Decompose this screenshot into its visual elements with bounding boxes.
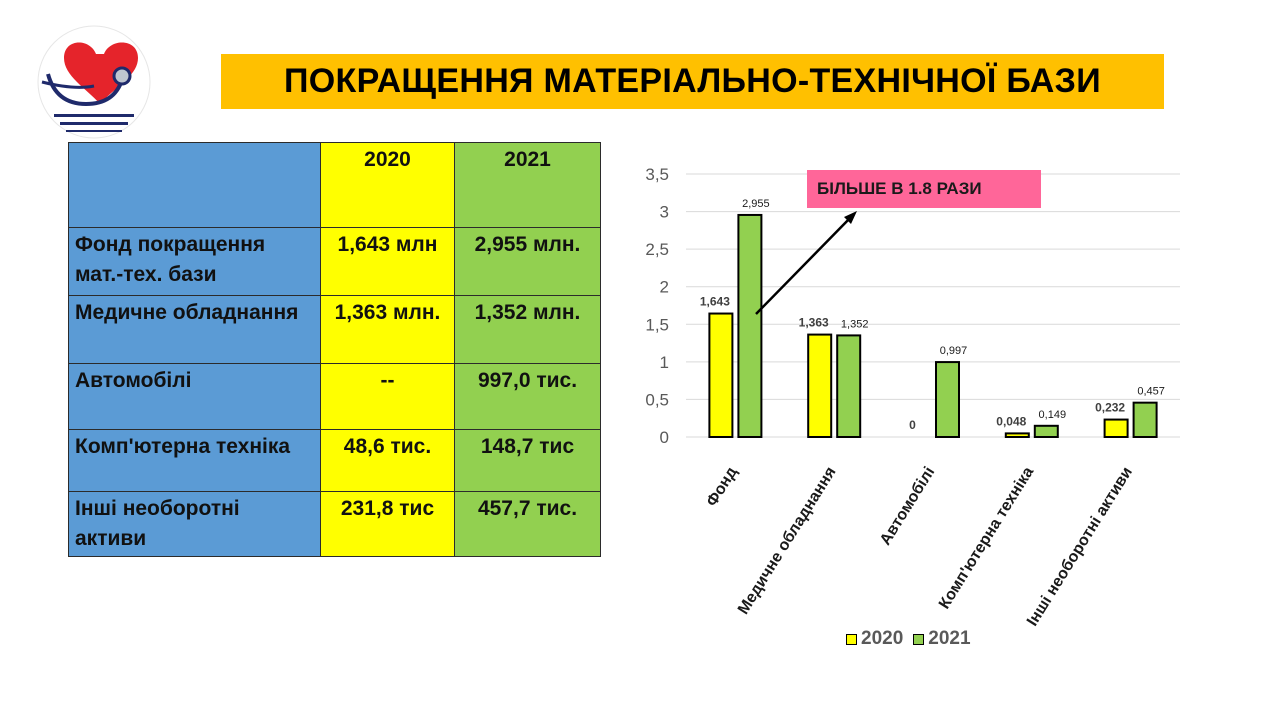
data-labels: 1,643 2,955 1,363 1,352 0 0,997 0,048 0,149 0,23…: [700, 198, 1165, 432]
data-label-2020: 1,363: [799, 316, 829, 330]
y-tick-label: 0: [660, 428, 669, 447]
row-value-2020: 231,8 тис: [320, 491, 455, 557]
x-tick-label: Інші необоротні активи: [1024, 464, 1136, 629]
y-tick-label: 2: [660, 278, 669, 297]
table-header-2020: 2020: [320, 142, 455, 228]
row-value-2020: --: [320, 363, 455, 430]
table-row: Медичне обладнання 1,363 млн. 1,352 млн.: [68, 295, 601, 364]
table-row: Комп'ютерна техніка 48,6 тис. 148,7 тис: [68, 429, 601, 492]
bar-2021: [836, 334, 862, 438]
data-label-2021: 0,457: [1137, 386, 1165, 398]
arrow-head: [844, 211, 857, 224]
legend-label-2021: 2021: [928, 628, 971, 649]
chart-legend: 2020 2021: [846, 628, 971, 650]
table-header-empty: [68, 142, 321, 228]
chart-gridlines: [686, 173, 1180, 438]
bar-2021: [1132, 401, 1158, 439]
data-label-2020: 0: [909, 418, 916, 432]
table-row: Інші необоротні активи 231,8 тис 457,7 т…: [68, 491, 601, 557]
x-tick-label: Комп'ютерна техніка: [936, 464, 1037, 612]
bar-2021: [935, 361, 960, 439]
row-label: Медичне обладнання: [68, 295, 321, 364]
arrow-line: [755, 215, 853, 315]
legend-swatch-2021: [913, 633, 925, 645]
legend-label-2020: 2020: [861, 628, 904, 649]
y-tick-label: 3: [660, 203, 669, 222]
y-tick-label: 1,5: [645, 315, 669, 334]
y-tick-label: 3,5: [645, 165, 669, 184]
table-row: Автомобілі -- 997,0 тис.: [68, 363, 601, 430]
row-value-2020: 1,363 млн.: [320, 295, 455, 364]
row-label: Автомобілі: [68, 363, 321, 430]
data-label-2020: 1,643: [700, 295, 730, 309]
clinic-logo: [37, 25, 151, 139]
data-label-2020: 0,048: [996, 414, 1026, 428]
row-value-2021: 457,7 тис.: [454, 491, 601, 557]
callout-box: БІЛЬШЕ В 1.8 РАЗИ: [807, 170, 1041, 208]
comparison-table: 2020 2021 Фонд покращення мат.-тех. бази…: [68, 142, 601, 557]
data-label-2021: 2,955: [742, 198, 770, 210]
row-value-2021: 148,7 тис: [454, 429, 601, 492]
legend-item-2020: 2020: [846, 628, 903, 650]
data-label-2021: 1,352: [841, 318, 869, 330]
x-tick-label: Фонд: [703, 464, 740, 510]
legend-swatch-2020: [846, 633, 857, 645]
data-label-2021: 0,149: [1039, 409, 1067, 421]
slide-title: ПОКРАЩЕННЯ МАТЕРІАЛЬНО-ТЕХНІЧНОЇ БАЗИ: [284, 62, 1101, 100]
table-header-row: 2020 2021: [68, 142, 601, 228]
legend-item-2021: 2021: [913, 628, 971, 650]
callout-text: БІЛЬШЕ В 1.8 РАЗИ: [817, 179, 982, 198]
table-header-2021: 2021: [454, 142, 601, 228]
y-tick-label: 2,5: [645, 240, 669, 259]
slide-title-bar: ПОКРАЩЕННЯ МАТЕРІАЛЬНО-ТЕХНІЧНОЇ БАЗИ: [221, 54, 1164, 109]
data-label-2021: 0,997: [940, 345, 968, 357]
bar-2021: [737, 213, 763, 438]
y-axis: 0 0,5 1 1,5 2 2,5 3 3,5: [645, 165, 669, 447]
bar-2020: [1004, 432, 1030, 439]
row-value-2020: 48,6 тис.: [320, 429, 455, 492]
row-value-2021: 997,0 тис.: [454, 363, 601, 430]
row-value-2020: 1,643 млн: [320, 227, 455, 296]
bar-2020: [807, 333, 833, 439]
bar-2021: [1033, 424, 1059, 438]
bar-2020: [1103, 418, 1129, 439]
data-label-2020: 0,232: [1095, 401, 1125, 415]
x-tick-label: Автомобілі: [877, 464, 938, 548]
y-tick-label: 1: [660, 353, 669, 372]
table-row: Фонд покращення мат.-тех. бази 1,643 млн…: [68, 227, 601, 296]
bar-2020: [708, 312, 734, 438]
row-label: Інші необоротні активи: [68, 491, 321, 557]
row-value-2021: 2,955 млн.: [454, 227, 601, 296]
row-value-2021: 1,352 млн.: [454, 295, 601, 364]
chart-bars: [708, 213, 1158, 439]
callout-arrow: [755, 211, 857, 315]
x-tick-label: Медичне обладнання: [735, 464, 840, 617]
row-label: Комп'ютерна техніка: [68, 429, 321, 492]
y-tick-label: 0,5: [645, 390, 669, 409]
row-label: Фонд покращення мат.-тех. бази: [68, 227, 321, 296]
